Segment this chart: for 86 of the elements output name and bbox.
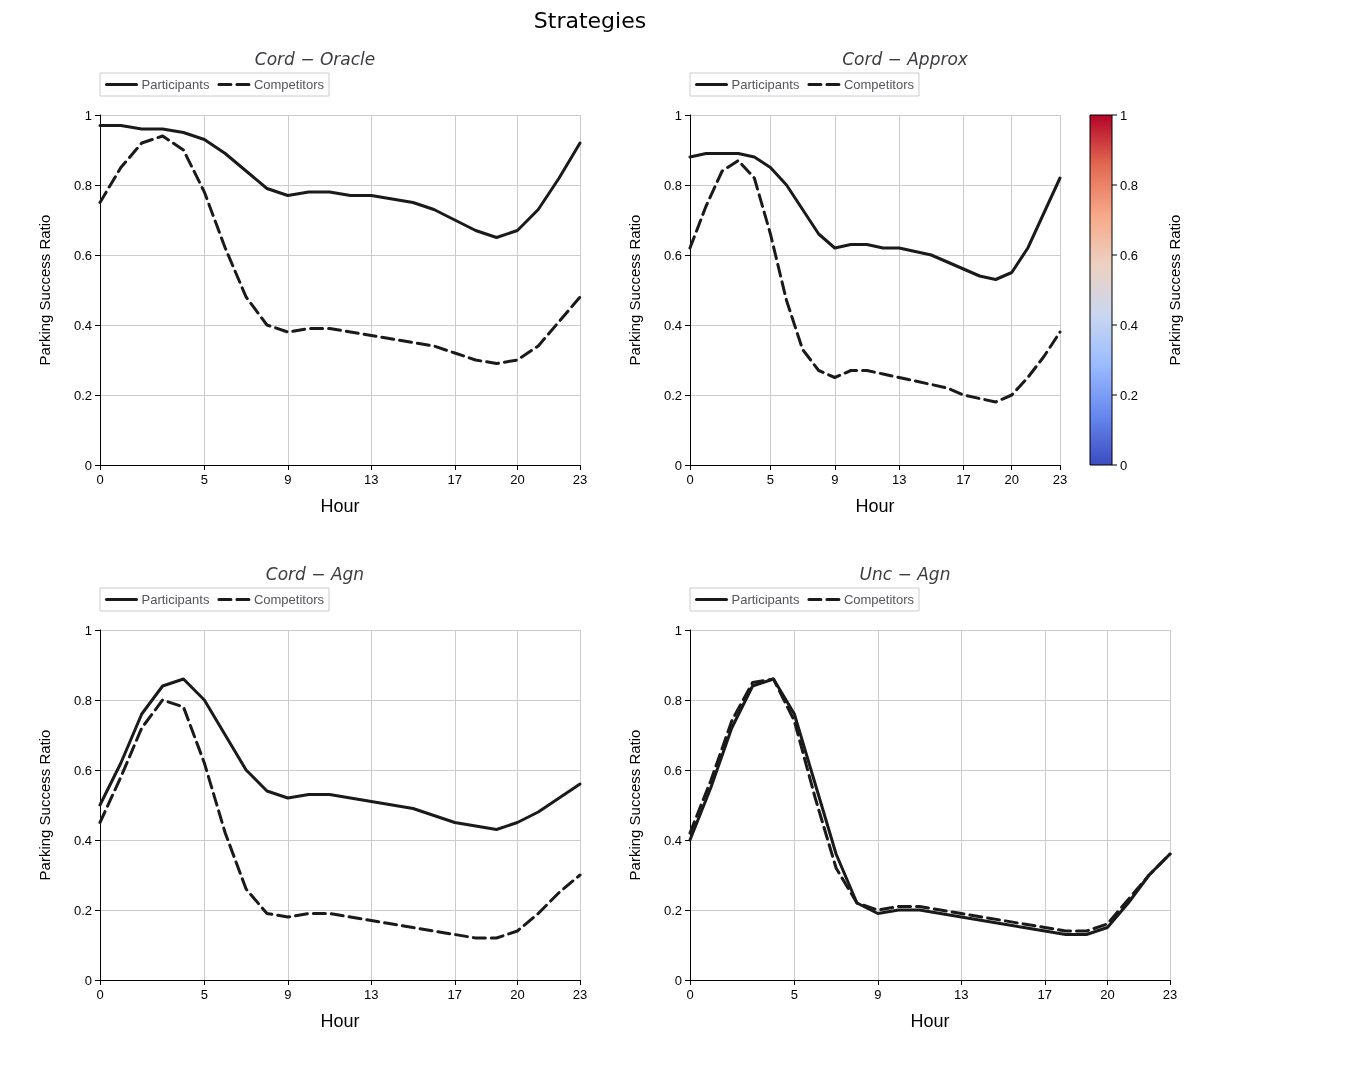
line-series (98, 134, 582, 365)
y-tick-label: 1 (674, 107, 682, 123)
x-tick-label: 13 (954, 987, 969, 1002)
x-tick-label: 17 (956, 472, 971, 487)
x-tick-label: 23 (572, 472, 588, 487)
y-tick-label: 0.6 (73, 247, 92, 263)
color-bar-label: 0 (1120, 457, 1128, 473)
y-axis-title: Parking Success Ratio (626, 729, 643, 881)
x-tick-label: 17 (447, 987, 463, 1002)
y-tick-label: 1 (674, 622, 682, 638)
x-axis-title: Hour (855, 496, 895, 516)
y-tick-label: 0 (84, 972, 92, 988)
x-tick-label: 5 (790, 987, 798, 1002)
y-tick-label: 0.4 (73, 832, 92, 848)
y-tick-label: 0 (674, 457, 682, 473)
line-series (688, 159, 1062, 404)
line-series (98, 677, 582, 831)
x-tick-label: 13 (364, 987, 379, 1002)
y-tick-label: 0.2 (73, 902, 92, 918)
x-axis-title: Hour (320, 496, 360, 516)
x-tick-label: 0 (96, 987, 104, 1002)
legend-label: Participants (141, 77, 210, 92)
x-tick-label: 20 (510, 987, 525, 1002)
x-axis-title: Hour (320, 1011, 360, 1031)
y-tick-label: 0.6 (663, 247, 682, 263)
y-tick-label: 0.2 (663, 902, 682, 918)
y-tick-label: 0.4 (663, 832, 682, 848)
x-tick-label: 0 (686, 472, 694, 487)
y-tick-label: 0.4 (73, 317, 92, 333)
y-tick-label: 0 (84, 457, 92, 473)
chart-title: Cord − Approx (842, 48, 969, 69)
chart-title: Unc − Agn (859, 563, 951, 584)
x-tick-label: 9 (831, 472, 839, 487)
y-tick-label: 0.2 (663, 387, 682, 403)
chart-title: Cord − Agn (265, 563, 365, 584)
color-bar-label: 0.4 (1120, 317, 1139, 333)
x-tick-label: 5 (200, 987, 208, 1002)
x-tick-label: 20 (510, 472, 525, 487)
y-tick-label: 0.8 (73, 177, 92, 193)
x-tick-label: 13 (891, 472, 907, 487)
legend-label: Participants (731, 592, 800, 607)
y-tick-label: 0.8 (663, 177, 682, 193)
x-tick-label: 0 (686, 987, 694, 1002)
line-series (98, 124, 582, 239)
line-series (688, 152, 1062, 281)
color-bar-title: Parking Success Ratio (1165, 214, 1183, 366)
color-bar-label: 1 (1120, 107, 1128, 123)
x-tick-label: 0 (96, 472, 104, 487)
text: Strategies (532, 8, 648, 33)
y-axis-title: Parking Success Ratio (626, 214, 643, 366)
x-axis-title: Hour (910, 1011, 950, 1031)
legend-label: Competitors (843, 77, 915, 92)
x-tick-label: 23 (1162, 987, 1178, 1002)
y-tick-label: 0.6 (663, 762, 682, 778)
y-axis-title: Parking Success Ratio (36, 214, 53, 366)
y-tick-label: 1 (84, 107, 92, 123)
x-tick-label: 9 (284, 987, 292, 1002)
y-tick-label: 0.4 (663, 317, 682, 333)
y-tick-label: 0.6 (73, 762, 92, 778)
line-series (98, 698, 582, 940)
legend-label: Competitors (253, 77, 325, 92)
x-tick-label: 9 (284, 472, 292, 487)
x-tick-label: 23 (1052, 472, 1068, 487)
x-tick-label: 9 (874, 987, 882, 1002)
legend-label: Competitors (843, 592, 915, 607)
legend-label: Competitors (253, 592, 325, 607)
y-tick-label: 0 (674, 972, 682, 988)
y-tick-label: 0.8 (73, 692, 92, 708)
x-tick-label: 20 (1100, 987, 1115, 1002)
x-tick-label: 23 (572, 987, 588, 1002)
color-bar-label: 0.6 (1120, 247, 1139, 263)
y-tick-label: 1 (84, 622, 92, 638)
x-tick-label: 5 (200, 472, 208, 487)
color-bar-label: 0.8 (1120, 177, 1139, 193)
y-axis-title: Parking Success Ratio (36, 729, 53, 881)
legend-label: Participants (141, 592, 210, 607)
x-tick-label: 5 (766, 472, 775, 487)
y-tick-label: 0.8 (663, 692, 682, 708)
chart-title: Cord − Oracle (254, 48, 376, 69)
color-bar-label: 0.2 (1120, 387, 1139, 403)
x-tick-label: 20 (1004, 472, 1019, 487)
y-tick-label: 0.2 (73, 387, 92, 403)
x-tick-label: 17 (1037, 987, 1053, 1002)
x-tick-label: 17 (447, 472, 463, 487)
legend-label: Participants (731, 77, 800, 92)
x-tick-label: 13 (364, 472, 379, 487)
